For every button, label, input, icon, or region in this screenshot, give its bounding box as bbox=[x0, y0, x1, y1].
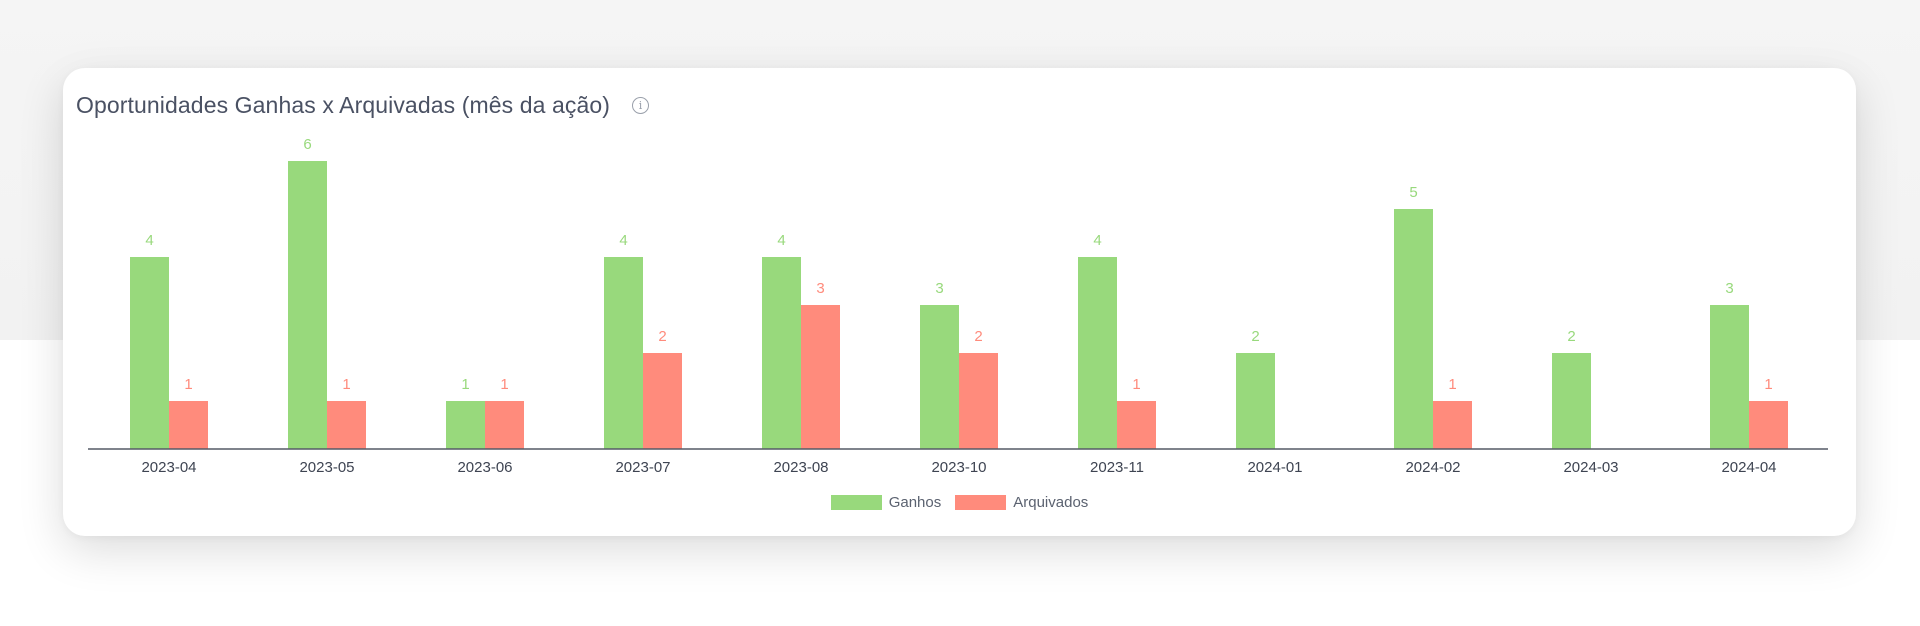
chart-legend: Ganhos Arquivados bbox=[63, 494, 1856, 511]
bar-arquivados-2024-02[interactable] bbox=[1433, 401, 1472, 449]
bar-ganhos-2023-10[interactable] bbox=[920, 305, 959, 449]
data-label-arquivados-2023-07: 2 bbox=[658, 328, 666, 345]
data-label-arquivados-2024-04: 1 bbox=[1764, 376, 1772, 393]
x-tick-label-2023-11: 2023-11 bbox=[1090, 459, 1144, 476]
x-tick-label-2023-08: 2023-08 bbox=[773, 459, 828, 476]
data-label-ganhos-2023-04: 4 bbox=[145, 232, 153, 249]
data-label-arquivados-2024-02: 1 bbox=[1448, 376, 1456, 393]
x-tick-label-2024-03: 2024-03 bbox=[1563, 459, 1618, 476]
bar-ganhos-2024-04[interactable] bbox=[1710, 305, 1749, 449]
bar-arquivados-2023-04[interactable] bbox=[169, 401, 208, 449]
bar-arquivados-2023-05[interactable] bbox=[327, 401, 366, 449]
info-icon[interactable]: i bbox=[632, 97, 650, 114]
bar-ganhos-2023-06[interactable] bbox=[446, 401, 485, 449]
data-label-ganhos-2023-06: 1 bbox=[461, 376, 469, 393]
x-tick-label-2023-05: 2023-05 bbox=[299, 459, 354, 476]
bar-arquivados-2023-08[interactable] bbox=[801, 305, 840, 449]
chart-title: Oportunidades Ganhas x Arquivadas (mês d… bbox=[76, 92, 611, 118]
data-label-arquivados-2023-08: 3 bbox=[816, 280, 824, 297]
data-label-ganhos-2023-11: 4 bbox=[1093, 232, 1101, 249]
x-tick-label-2023-10: 2023-10 bbox=[931, 459, 986, 476]
bar-arquivados-2023-10[interactable] bbox=[959, 353, 998, 449]
bar-arquivados-2024-04[interactable] bbox=[1749, 401, 1788, 449]
bar-ganhos-2023-08[interactable] bbox=[762, 257, 801, 449]
bar-ganhos-2023-04[interactable] bbox=[130, 257, 169, 449]
bar-ganhos-2024-02[interactable] bbox=[1394, 209, 1433, 449]
data-label-ganhos-2024-02: 5 bbox=[1409, 184, 1417, 201]
bar-arquivados-2023-07[interactable] bbox=[643, 353, 682, 449]
legend-item-arquivados[interactable]: Arquivados bbox=[955, 494, 1088, 511]
x-tick-label-2024-01: 2024-01 bbox=[1247, 459, 1302, 476]
data-label-arquivados-2023-11: 1 bbox=[1132, 376, 1140, 393]
bar-ganhos-2023-07[interactable] bbox=[604, 257, 643, 449]
data-label-ganhos-2024-04: 3 bbox=[1725, 280, 1733, 297]
bar-ganhos-2024-01[interactable] bbox=[1236, 353, 1275, 449]
legend-label-arquivados: Arquivados bbox=[1013, 494, 1089, 511]
data-label-arquivados-2023-04: 1 bbox=[184, 376, 192, 393]
bar-arquivados-2023-11[interactable] bbox=[1117, 401, 1156, 449]
legend-label-ganhos: Ganhos bbox=[888, 494, 942, 511]
legend-item-ganhos[interactable]: Ganhos bbox=[830, 494, 942, 511]
legend-swatch-arquivados bbox=[955, 495, 1007, 510]
bar-arquivados-2023-06[interactable] bbox=[485, 401, 524, 449]
bar-ganhos-2023-11[interactable] bbox=[1078, 257, 1117, 449]
x-tick-label-2023-07: 2023-07 bbox=[615, 459, 670, 476]
data-label-ganhos-2024-03: 2 bbox=[1567, 328, 1575, 345]
x-tick-label-2023-06: 2023-06 bbox=[457, 459, 512, 476]
legend-swatch-ganhos bbox=[830, 495, 882, 510]
chart-card: Oportunidades Ganhas x Arquivadas (mês d… bbox=[63, 68, 1856, 536]
data-label-ganhos-2023-08: 4 bbox=[777, 232, 785, 249]
bar-ganhos-2024-03[interactable] bbox=[1552, 353, 1591, 449]
x-tick-label-2023-04: 2023-04 bbox=[141, 459, 196, 476]
data-label-ganhos-2023-07: 4 bbox=[619, 232, 627, 249]
x-tick-label-2024-04: 2024-04 bbox=[1721, 459, 1776, 476]
bar-ganhos-2023-05[interactable] bbox=[288, 161, 327, 449]
data-label-ganhos-2023-10: 3 bbox=[935, 280, 943, 297]
data-label-arquivados-2023-10: 2 bbox=[974, 328, 982, 345]
data-label-ganhos-2024-01: 2 bbox=[1251, 328, 1259, 345]
x-tick-label-2024-02: 2024-02 bbox=[1405, 459, 1460, 476]
data-label-arquivados-2023-06: 1 bbox=[500, 376, 508, 393]
card-header: Oportunidades Ganhas x Arquivadas (mês d… bbox=[76, 92, 650, 119]
data-label-arquivados-2023-05: 1 bbox=[342, 376, 350, 393]
data-label-ganhos-2023-05: 6 bbox=[303, 136, 311, 153]
bar-chart: 4 1 2023-04 6 1 2023-05 1 1 2023-06 4 2 2023-07 4 3 20… bbox=[88, 136, 1828, 476]
